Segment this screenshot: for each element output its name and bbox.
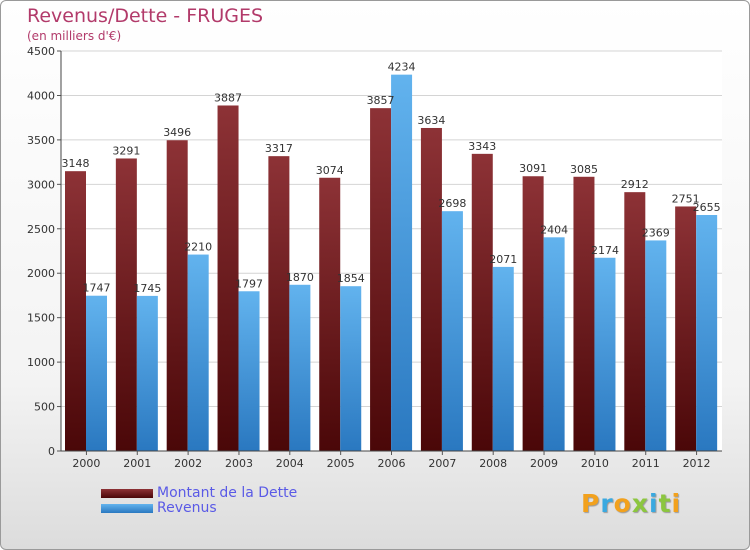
data-label-revenus: 1797: [235, 277, 263, 290]
x-tick-label: 2012: [683, 457, 711, 470]
data-label-dette: 3496: [163, 126, 191, 139]
data-label-dette: 3887: [214, 91, 242, 104]
logo-letter: x: [631, 489, 649, 518]
bar-dette: [370, 108, 392, 452]
bar-revenus: [391, 74, 413, 452]
x-tick-label: 2009: [530, 457, 558, 470]
data-label-dette: 3857: [367, 94, 395, 107]
data-label-dette: 3148: [62, 157, 90, 170]
data-label-dette: 3343: [468, 140, 496, 153]
x-tick-label: 2002: [174, 457, 202, 470]
y-tick-label: 3500: [27, 134, 55, 147]
bar-revenus: [187, 254, 209, 451]
bar-revenus: [340, 286, 362, 451]
bar-dette: [65, 171, 86, 451]
data-label-revenus: 2210: [184, 241, 212, 254]
data-label-dette: 3074: [316, 164, 344, 177]
data-label-dette: 2751: [672, 192, 700, 205]
logo-letter: o: [613, 489, 632, 518]
y-tick-label: 2000: [27, 267, 55, 280]
x-tick-label: 2008: [479, 457, 507, 470]
data-label-revenus: 2404: [540, 223, 568, 236]
data-label-revenus: 2174: [591, 244, 619, 257]
chart-subtitle: (en milliers d'€): [27, 29, 122, 43]
logo-letter: r: [600, 489, 614, 518]
x-tick-label: 2011: [632, 457, 660, 470]
bar-dette: [624, 192, 646, 451]
x-tick-label: 2001: [123, 457, 151, 470]
bar-dette: [420, 127, 442, 451]
y-tick-label: 3000: [27, 178, 55, 191]
data-label-dette: 3085: [570, 163, 598, 176]
chart-title: Revenus/Dette - FRUGES: [27, 5, 264, 27]
data-label-dette: 3091: [519, 162, 547, 175]
x-tick-label: 2004: [276, 457, 304, 470]
logo-letter: i: [671, 489, 682, 518]
data-label-revenus: 2698: [438, 197, 466, 210]
bar-dette: [522, 176, 544, 451]
data-label-revenus: 4234: [388, 61, 416, 74]
logo-letter: i: [649, 489, 659, 518]
y-tick-label: 2500: [27, 223, 55, 236]
bar-revenus: [86, 295, 107, 451]
legend-swatch-revenus: [101, 504, 153, 513]
bar-revenus: [594, 257, 616, 451]
bar-dette: [115, 158, 137, 451]
bar-dette: [573, 176, 595, 451]
bar-dette: [217, 105, 239, 451]
y-tick-label: 4500: [27, 45, 55, 58]
data-label-revenus: 1870: [286, 271, 314, 284]
legend-swatch-dette: [101, 489, 153, 498]
data-label-revenus: 2369: [642, 226, 670, 239]
bar-dette: [675, 206, 697, 451]
x-tick-label: 2006: [378, 457, 406, 470]
bar-dette: [319, 177, 341, 451]
x-tick-label: 2005: [327, 457, 355, 470]
data-label-dette: 3317: [265, 142, 293, 155]
proxiti-logo: Proxiti: [581, 489, 681, 518]
y-tick-label: 1500: [27, 312, 55, 325]
x-tick-label: 2000: [72, 457, 100, 470]
bar-revenus: [543, 237, 565, 451]
data-label-dette: 3634: [417, 114, 445, 127]
data-label-revenus: 2655: [693, 201, 721, 214]
data-label-revenus: 1747: [83, 282, 111, 295]
x-tick-label: 2010: [581, 457, 609, 470]
bar-dette: [268, 156, 290, 451]
bar-dette: [166, 140, 188, 451]
bar-revenus: [492, 266, 514, 451]
y-tick-label: 1000: [27, 356, 55, 369]
y-tick-label: 500: [34, 401, 55, 414]
bar-revenus: [696, 215, 718, 451]
logo-letter: t: [658, 489, 672, 518]
legend-label-revenus: Revenus: [157, 500, 217, 516]
x-tick-label: 2007: [428, 457, 456, 470]
bar-dette: [471, 153, 493, 451]
data-label-dette: 3291: [112, 144, 140, 157]
y-tick-label: 4000: [27, 89, 55, 102]
legend-label-dette: Montant de la Dette: [157, 485, 298, 501]
bar-revenus: [289, 284, 311, 451]
bar-revenus: [238, 291, 260, 451]
data-label-revenus: 2071: [489, 253, 517, 266]
y-tick-label: 0: [48, 445, 55, 458]
x-tick-label: 2003: [225, 457, 253, 470]
data-label-revenus: 1854: [337, 272, 365, 285]
data-label-dette: 2912: [621, 178, 649, 191]
bar-revenus: [645, 240, 667, 451]
bar-revenus: [136, 295, 158, 451]
data-label-revenus: 1745: [133, 282, 161, 295]
bar-revenus: [441, 211, 463, 451]
logo-letter: P: [581, 489, 601, 518]
